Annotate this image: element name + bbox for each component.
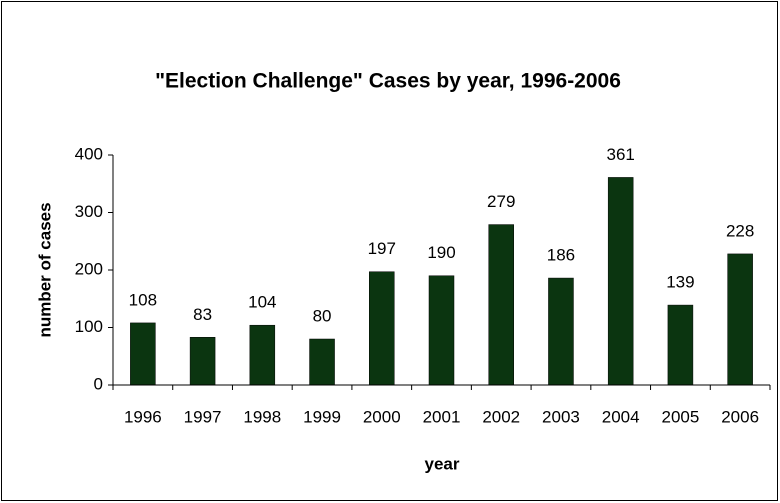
x-tick-label: 1999 xyxy=(303,407,341,426)
x-tick-label: 2001 xyxy=(423,407,461,426)
y-tick-label: 200 xyxy=(75,259,103,278)
x-axis-title: year xyxy=(425,454,460,473)
data-label: 279 xyxy=(487,192,515,211)
x-tick-label: 1998 xyxy=(243,407,281,426)
bar xyxy=(548,277,574,386)
data-label: 190 xyxy=(427,243,455,262)
x-tick-label: 2002 xyxy=(482,407,520,426)
x-tick-label: 2000 xyxy=(363,407,401,426)
data-label: 104 xyxy=(248,293,276,312)
bar xyxy=(667,304,694,386)
y-axis-title: number of cases xyxy=(35,202,54,337)
bar xyxy=(607,177,634,386)
data-label: 83 xyxy=(193,305,212,324)
chart-title: "Election Challenge" Cases by year, 1996… xyxy=(155,70,621,93)
bar xyxy=(727,253,753,386)
x-tick-label: 1997 xyxy=(184,407,222,426)
x-tick-label: 2004 xyxy=(602,407,640,426)
data-label: 186 xyxy=(547,246,575,265)
data-label: 197 xyxy=(368,239,396,258)
y-tick-label: 400 xyxy=(75,144,103,163)
bar xyxy=(309,338,335,386)
data-label: 139 xyxy=(666,273,694,292)
data-label: 108 xyxy=(129,290,157,309)
data-label: 228 xyxy=(726,221,754,240)
bar xyxy=(488,224,514,386)
x-tick-label: 2006 xyxy=(721,407,759,426)
bar xyxy=(130,322,156,386)
data-label: 80 xyxy=(313,306,332,325)
y-tick-label: 100 xyxy=(75,317,103,336)
x-tick-label: 1996 xyxy=(124,407,162,426)
y-tick-label: 300 xyxy=(75,202,103,221)
x-tick-label: 2005 xyxy=(661,407,699,426)
y-tick-label: 0 xyxy=(94,374,103,393)
bar xyxy=(189,337,216,386)
bar xyxy=(369,271,395,386)
data-label: 361 xyxy=(606,145,634,164)
bar xyxy=(249,324,276,386)
bar xyxy=(428,275,455,386)
x-tick-label: 2003 xyxy=(542,407,580,426)
